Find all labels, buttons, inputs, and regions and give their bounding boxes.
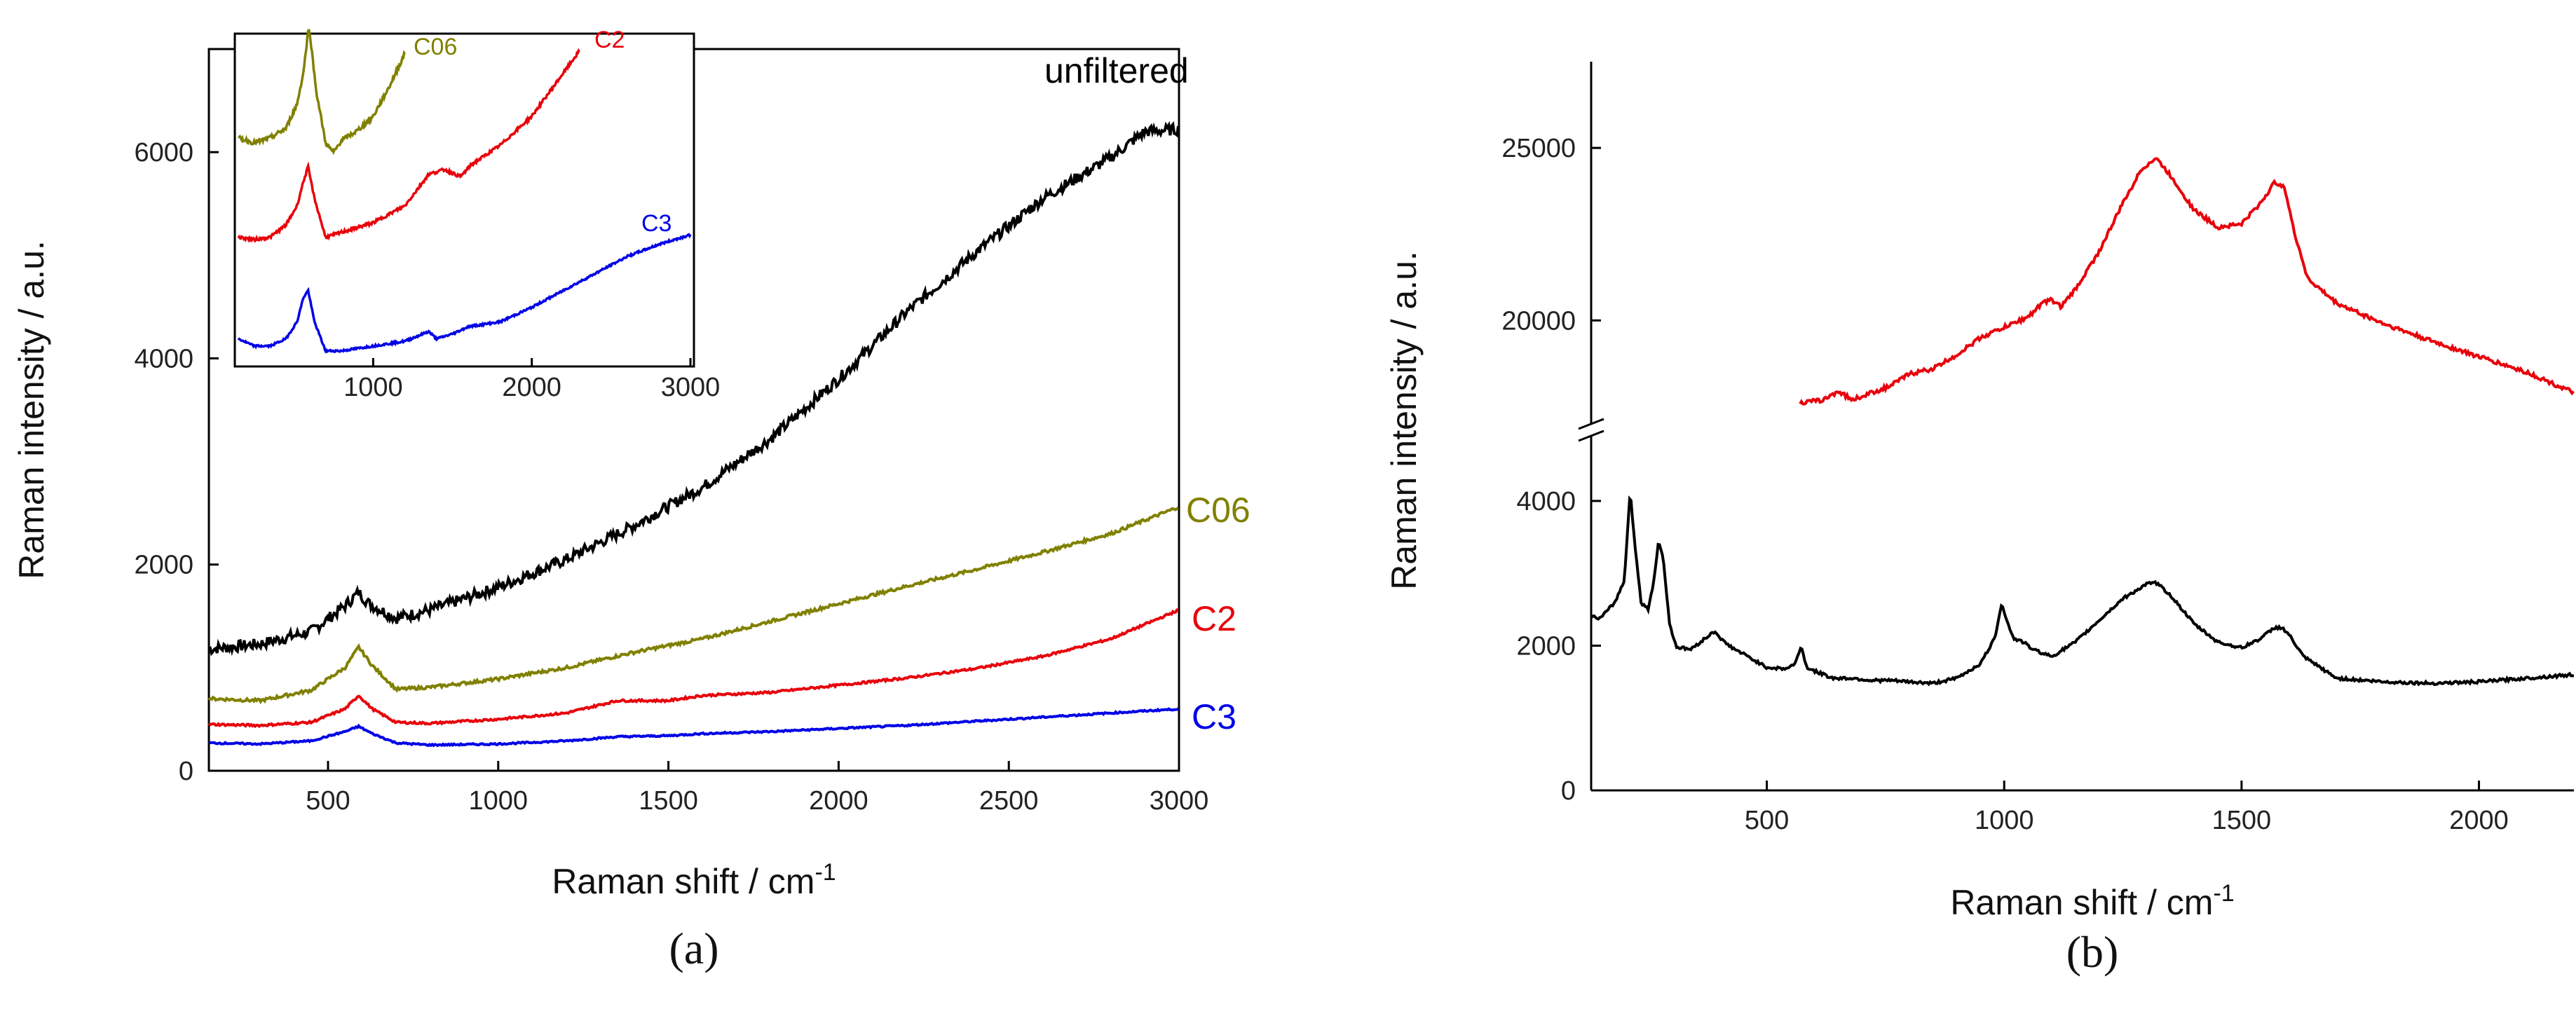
inset-xtick-label: 3000: [661, 373, 721, 402]
series-c2-line: [207, 608, 1179, 729]
a-ytick-label: 6000: [134, 138, 193, 167]
panel-b-series: [1590, 157, 2575, 687]
inset-xtick-label: 2000: [502, 373, 561, 402]
label-c2: C2: [1192, 599, 1236, 638]
b-ytick-label: 20000: [1501, 306, 1576, 336]
panel-a-label: (a): [669, 924, 718, 973]
axis-break-mark-lower: [1578, 430, 1604, 442]
b-ytick-label: 0: [1561, 776, 1576, 806]
b-ytick-label: 2000: [1516, 631, 1576, 661]
series-unfiltered-line: [207, 121, 1180, 657]
panel-a: 500 1000 1500 2000 2500 3000 0 2000 4000 6000 un…: [12, 27, 1250, 973]
series-c3-line: [208, 707, 1180, 748]
panel-b-x-axis-title: Raman shift / cm-1: [1950, 880, 2234, 922]
panel-a-y-axis-title: Raman intensity / a.u.: [12, 240, 51, 579]
b-ytick-label: 4000: [1516, 487, 1576, 516]
panel-b-x-ticks: 500 1000 1500 2000: [1745, 781, 2509, 835]
panel-b-y-axis-title: Raman intensity / a.u.: [1384, 251, 1424, 590]
a-ytick-label: 2000: [134, 551, 193, 580]
panel-a-x-axis-title: Raman shift / cm-1: [552, 859, 836, 901]
a-ytick-label: 4000: [134, 344, 193, 373]
panel-a-x-ticks: 500 1000 1500 2000 2500 3000: [306, 761, 1208, 816]
a-xtick-label: 1000: [468, 786, 528, 816]
b-xtick-label: 1500: [2212, 806, 2272, 835]
panel-a-inset: 1000 2000 3000 C06 C2 C3: [233, 27, 720, 402]
panel-a-y-ticks: 0 2000 4000 6000: [134, 138, 219, 786]
label-c3: C3: [1192, 697, 1236, 736]
series-c06-line: [207, 507, 1179, 705]
a-xtick-label: 2500: [979, 786, 1039, 816]
a-xtick-label: 2000: [809, 786, 868, 816]
inset-frame: [233, 32, 695, 368]
b-xtick-label: 1000: [1975, 806, 2034, 835]
b-ytick-label: 25000: [1501, 134, 1576, 163]
a-xtick-label: 3000: [1150, 786, 1209, 816]
inset-label-c2: C2: [594, 27, 625, 53]
a-xtick-label: 500: [306, 786, 350, 816]
b-xtick-label: 2000: [2449, 806, 2509, 835]
panel-b-y-ticks: 0 2000 4000 20000 25000: [1501, 134, 1601, 806]
inset-xtick-label: 1000: [343, 373, 403, 402]
inset-series-c3-line: [237, 233, 692, 354]
panel-b: 500 1000 1500 2000 0 2000 4000 20000 25000 Rama…: [1384, 62, 2575, 977]
inset-series-c06-line: [237, 28, 407, 156]
a-ytick-label: 0: [179, 757, 193, 786]
label-c06: C06: [1186, 490, 1250, 530]
panel-a-series: [207, 121, 1180, 748]
series-red-line: [1799, 157, 2575, 406]
a-xtick-label: 1500: [639, 786, 698, 816]
inset-label-c3: C3: [641, 210, 672, 237]
inset-x-ticks: 1000 2000 3000: [343, 358, 720, 402]
label-unfiltered: unfiltered: [1044, 51, 1189, 90]
inset-series-c2-line: [237, 48, 580, 243]
panel-b-label: (b): [2066, 927, 2119, 977]
inset-label-c06: C06: [414, 34, 457, 60]
b-xtick-label: 500: [1745, 806, 1789, 835]
series-black-line: [1590, 495, 2575, 687]
axis-break-mark-upper: [1578, 418, 1604, 430]
inset-series: [237, 28, 692, 354]
